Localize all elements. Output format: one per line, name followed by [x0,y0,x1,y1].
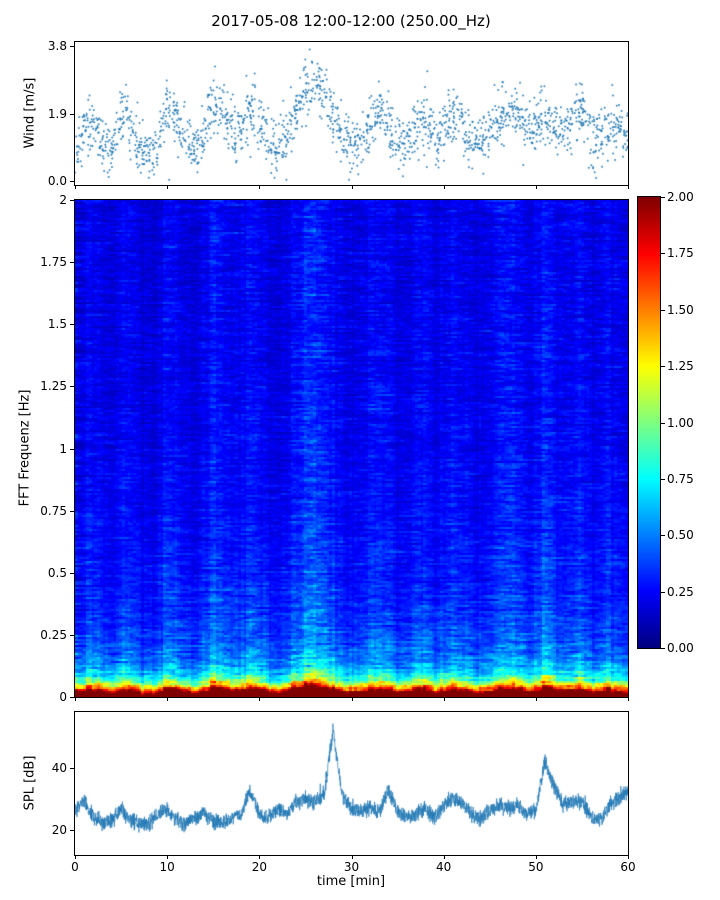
wind-scatter-canvas [75,42,628,185]
tick-mark [351,697,353,701]
spl-ytick-label: 20 [51,823,67,838]
fft-ytick-label: 0.25 [40,627,67,642]
tick-mark [661,422,665,424]
tick-mark [259,697,261,701]
tick-mark [70,634,74,636]
tick-mark [70,448,74,450]
tick-mark [70,767,74,769]
tick-mark [70,45,74,47]
time-xtick-label: 50 [528,860,544,874]
tick-mark [70,510,74,512]
colorbar-tick-label: 0.50 [667,528,694,543]
tick-mark [167,855,169,859]
colorbar-tick-label: 0.75 [667,471,694,486]
time-xtick-label: 40 [436,860,452,874]
fft-ytick-label: 0.5 [47,565,67,580]
time-xtick-label: 0 [71,860,79,874]
tick-mark [167,185,169,189]
chart-title: 2017-05-08 12:00-12:00 (250.00_Hz) [211,12,491,30]
colorbar-tick-label: 1.75 [667,246,694,261]
tick-mark [70,697,74,698]
tick-mark [75,697,76,701]
colorbar [637,196,661,649]
tick-mark [443,185,445,189]
tick-mark [167,697,169,701]
tick-mark [661,366,665,368]
spectrogram-canvas [75,200,628,697]
tick-mark [259,855,261,859]
fft-ytick-label: 0.75 [40,503,67,518]
tick-mark [70,386,74,388]
tick-mark [70,324,74,326]
wind-ytick-label: 3.8 [47,38,67,53]
colorbar-tick-label: 0.00 [667,641,694,655]
time-axis-label: time [min] [316,874,386,889]
tick-mark [661,535,665,537]
colorbar-tick-label: 1.25 [667,359,694,374]
tick-mark [70,830,74,832]
tick-mark [70,113,74,115]
colorbar-tick-label: 0.25 [667,584,694,599]
time-xtick-label: 60 [620,860,636,874]
tick-mark [535,185,537,189]
tick-mark [628,697,629,701]
fft-ytick-label: 2 [59,193,67,207]
tick-mark [661,591,665,593]
fft-ytick-label: 1.5 [47,317,67,332]
tick-mark [535,855,537,859]
tick-mark [443,855,445,859]
tick-mark [661,197,665,198]
tick-mark [535,697,537,701]
tick-mark [75,855,76,859]
time-xtick-label: 10 [159,860,175,874]
spl-ytick-label: 40 [51,760,67,775]
spl-line-plot [74,711,629,856]
colorbar-tick-label: 2.00 [667,190,694,204]
tick-mark [661,648,665,649]
tick-mark [661,478,665,480]
fft-ytick-label: 1.75 [40,255,67,270]
spl-line-canvas [75,712,628,855]
tick-mark [70,262,74,264]
wind-ytick-label: 0.0 [47,174,67,189]
time-xtick-label: 20 [251,860,267,874]
tick-mark [628,855,629,859]
colorbar-canvas [638,197,660,648]
fft-ytick-label: 1 [59,441,67,456]
wind-ytick-label: 1.9 [47,106,67,121]
tick-mark [75,185,76,189]
tick-mark [628,185,629,189]
tick-mark [70,200,74,201]
tick-mark [70,181,74,183]
tick-mark [259,185,261,189]
tick-mark [351,855,353,859]
colorbar-tick-label: 1.00 [667,415,694,430]
colorbar-tick-label: 1.50 [667,302,694,317]
wind-scatter-plot [74,41,629,186]
spectrogram-plot [74,199,629,698]
fft-ytick-label: 0 [59,690,67,704]
fft-ytick-label: 1.25 [40,379,67,394]
tick-mark [443,697,445,701]
time-xtick-label: 30 [343,860,360,874]
tick-mark [70,572,74,574]
tick-mark [351,185,353,189]
tick-mark [661,253,665,255]
tick-mark [661,309,665,311]
